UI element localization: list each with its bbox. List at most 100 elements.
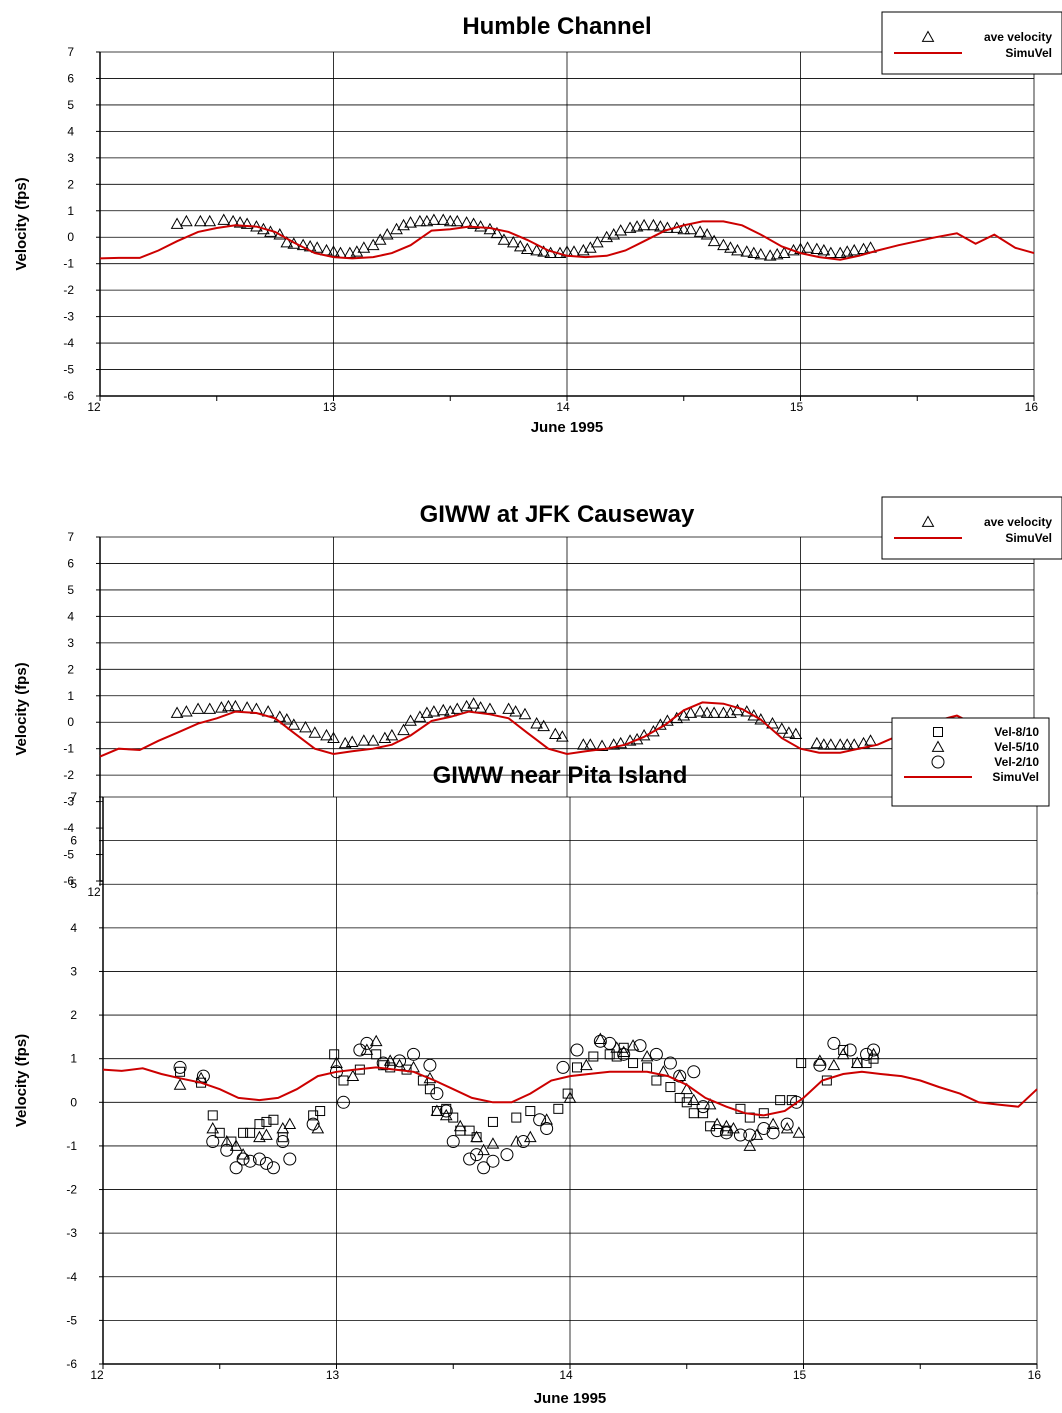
data-point [850, 1056, 864, 1068]
data-point [698, 1108, 709, 1119]
data-point [687, 1093, 701, 1106]
data-point [463, 1152, 477, 1166]
data-point [243, 1154, 257, 1168]
series-line [102, 1066, 1038, 1117]
y-tick-label: 3 [67, 636, 74, 650]
data-point [607, 738, 621, 750]
chart-title: GIWW at JFK Causeway [420, 501, 695, 528]
data-point [315, 1106, 326, 1117]
data-point [509, 705, 522, 717]
data-point [530, 717, 543, 729]
y-tick-label: -3 [63, 795, 74, 809]
y-tick-label: 0 [67, 230, 74, 244]
data-point [789, 1095, 803, 1109]
legend-label: SimuVel [992, 770, 1039, 784]
y-axis-label: Velocity (fps) [13, 1034, 30, 1127]
x-tick-label: 16 [1025, 400, 1039, 414]
data-point [719, 1126, 733, 1140]
data-point [215, 701, 228, 713]
data-point [750, 1128, 764, 1140]
y-tick-label: -5 [63, 848, 74, 862]
y-tick-label: -2 [63, 283, 74, 297]
data-point [268, 1114, 279, 1125]
series-SimuVel [102, 1066, 1038, 1117]
legend-label: SimuVel [1005, 531, 1052, 545]
data-point [763, 249, 777, 261]
data-point [502, 702, 515, 714]
data-point [357, 241, 371, 253]
data-point [792, 1126, 806, 1138]
data-point [280, 235, 294, 248]
data-point [470, 1130, 483, 1143]
data-point [775, 1095, 786, 1106]
data-point [217, 213, 231, 225]
data-point [593, 1034, 607, 1048]
data-point [705, 1121, 716, 1132]
data-point [194, 214, 207, 227]
data-point [817, 243, 831, 256]
data-point [537, 719, 550, 732]
data-point [614, 736, 628, 749]
data-point [453, 1119, 467, 1132]
y-tick-label: 2 [67, 662, 74, 676]
data-point [206, 1121, 220, 1134]
data-point [743, 1139, 757, 1151]
y-tick-label: 1 [67, 204, 74, 218]
series-line [99, 701, 1035, 758]
data-point [731, 243, 744, 256]
data-point [817, 738, 831, 750]
data-point [588, 1051, 599, 1062]
y-tick-label: 6 [67, 71, 74, 85]
data-point [847, 243, 861, 256]
data-point [553, 1103, 564, 1114]
data-point [626, 1039, 640, 1051]
data-point [404, 216, 417, 228]
data-point [827, 1036, 841, 1050]
data-point [346, 1069, 360, 1082]
data-point [780, 1117, 794, 1131]
data-point [710, 1124, 724, 1138]
data-point [640, 1049, 654, 1062]
data-point [448, 1112, 459, 1123]
data-point [383, 1054, 397, 1066]
data-point [838, 1044, 849, 1055]
y-tick-label: -3 [66, 1226, 77, 1240]
data-point [693, 705, 707, 717]
data-point [329, 1049, 340, 1060]
y-tick-label: -6 [63, 389, 74, 403]
data-point [450, 702, 464, 714]
data-point [413, 214, 427, 227]
data-point [584, 738, 597, 750]
x-tick-label: 14 [559, 1368, 573, 1382]
data-point [710, 1117, 724, 1130]
y-tick-label: -4 [66, 1270, 77, 1284]
x-tick-label: 12 [90, 1368, 104, 1382]
data-point [766, 717, 779, 729]
data-point [717, 706, 730, 718]
data-point [827, 1058, 841, 1071]
data-point [623, 734, 637, 746]
data-point [720, 1119, 733, 1132]
data-point [724, 241, 737, 253]
data-point [259, 1156, 273, 1170]
data-point [487, 1116, 498, 1127]
data-point [740, 245, 754, 257]
data-point [824, 738, 838, 750]
data-point [684, 706, 698, 718]
data-point [443, 214, 457, 227]
data-point [240, 217, 254, 229]
data-point [735, 1103, 746, 1114]
data-point [647, 218, 660, 231]
data-point [338, 736, 352, 749]
legend: ave velocity SimuVel [881, 496, 1062, 560]
data-point [220, 1135, 234, 1147]
data-point [843, 1043, 857, 1057]
data-point [385, 728, 399, 741]
data-point [516, 1135, 530, 1149]
data-point [506, 235, 520, 248]
y-tick-label: -3 [63, 310, 74, 324]
data-point [404, 714, 417, 726]
data-point [180, 214, 193, 227]
